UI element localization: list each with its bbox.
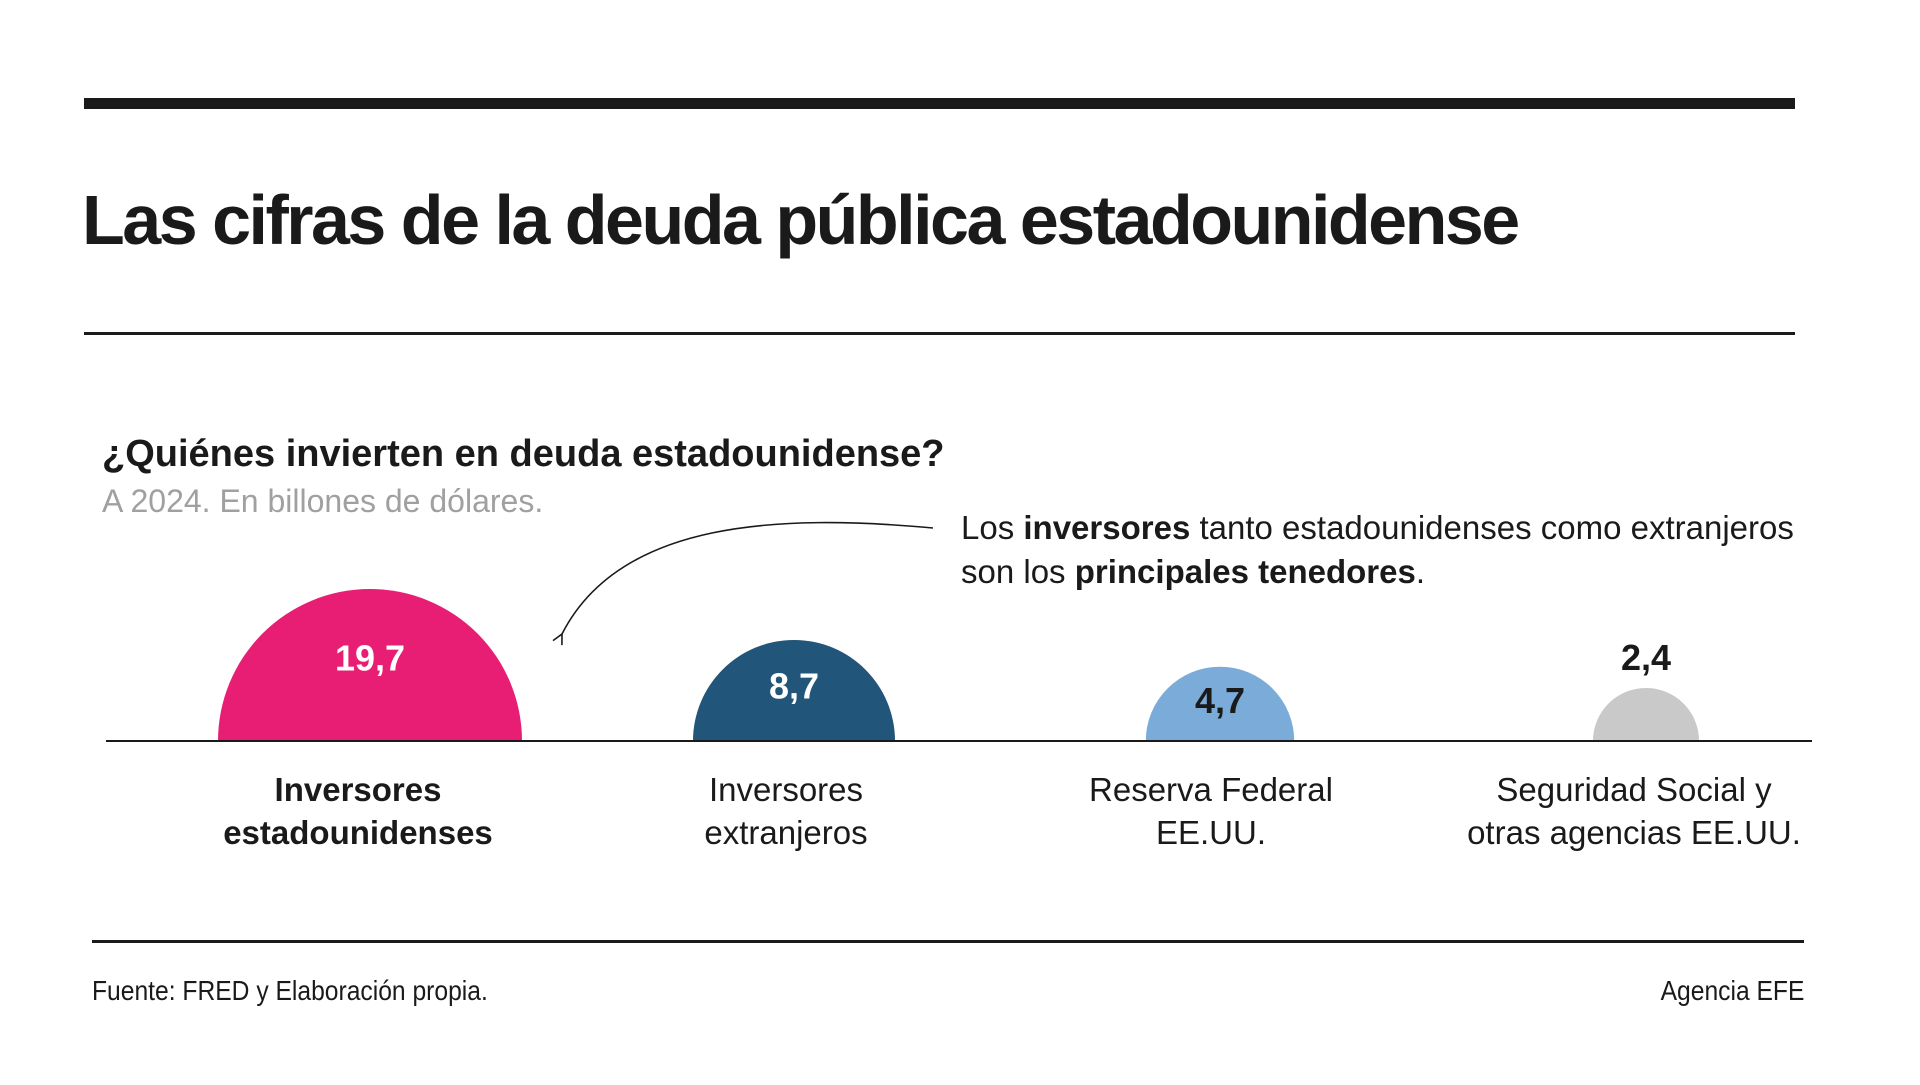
semicircle-mark-2 <box>692 639 896 741</box>
value-label-4: 2,4 <box>1621 637 1671 678</box>
value-label-1: 19,7 <box>335 637 405 678</box>
top-rule <box>84 98 1795 109</box>
category-label-1-line-1: Inversores <box>275 771 442 808</box>
annotation-arrow <box>562 521 934 634</box>
title-divider <box>84 332 1795 335</box>
annotation-text-3: . <box>1415 553 1426 590</box>
semicircle-mark-4 <box>1592 687 1700 741</box>
footer-divider <box>92 940 1804 943</box>
category-label-1-line-2: estadounidenses <box>223 814 493 851</box>
value-label-2: 8,7 <box>769 665 819 706</box>
annotation-bold-1: inversores <box>1023 509 1191 546</box>
source-note: Fuente: FRED y Elaboración propia. <box>92 975 488 1006</box>
chart-unit-note: A 2024. En billones de dólares. <box>102 483 544 519</box>
category-label-2-line-2: extranjeros <box>704 814 867 851</box>
annotation-bold-2: principales tenedores <box>1074 553 1416 590</box>
category-label-4-line-1: Seguridad Social y <box>1496 771 1772 808</box>
annotation-text-1: Los <box>961 509 1024 546</box>
chart-title: ¿Quiénes invierten en deuda estadouniden… <box>102 433 945 475</box>
category-label-2-line-1: Inversores <box>709 771 863 808</box>
agency-credit: Agencia EFE <box>1660 975 1804 1006</box>
category-label-4-line-2: otras agencias EE.UU. <box>1467 814 1801 851</box>
semicircle-mark-1 <box>218 589 522 741</box>
page-title: Las cifras de la deuda pública estadouni… <box>82 181 1520 259</box>
category-label-3-line-2: EE.UU. <box>1156 814 1266 851</box>
category-label-3-line-1: Reserva Federal <box>1089 771 1333 808</box>
value-label-3: 4,7 <box>1195 680 1245 721</box>
chart-annotation: Los inversores tanto estadounidenses com… <box>961 506 1821 594</box>
semicircle-mark-3 <box>1145 666 1295 741</box>
annotation-text-2: tanto estadounidenses como extranjeros s… <box>961 509 1794 590</box>
